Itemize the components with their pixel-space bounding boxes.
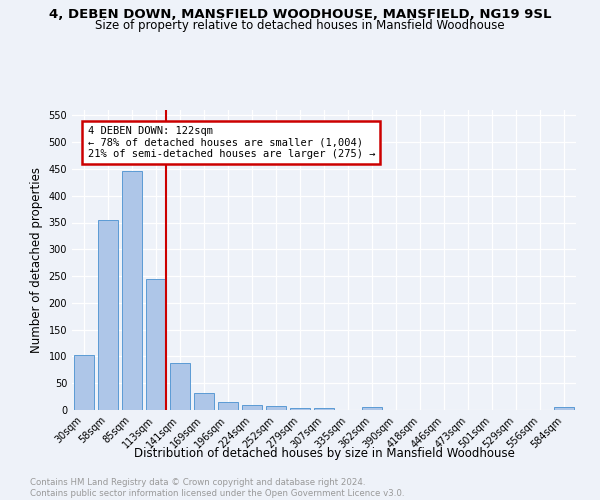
- Bar: [74, 356, 94, 410]
- Text: Contains HM Land Registry data © Crown copyright and database right 2024.
Contai: Contains HM Land Registry data © Crown c…: [30, 478, 404, 498]
- Text: 4, DEBEN DOWN, MANSFIELD WOODHOUSE, MANSFIELD, NG19 9SL: 4, DEBEN DOWN, MANSFIELD WOODHOUSE, MANS…: [49, 8, 551, 20]
- Y-axis label: Number of detached properties: Number of detached properties: [30, 167, 43, 353]
- Text: 4 DEBEN DOWN: 122sqm
← 78% of detached houses are smaller (1,004)
21% of semi-de: 4 DEBEN DOWN: 122sqm ← 78% of detached h…: [88, 126, 375, 160]
- Bar: [194, 394, 214, 410]
- Bar: [170, 363, 190, 410]
- Bar: [362, 407, 382, 410]
- Text: Distribution of detached houses by size in Mansfield Woodhouse: Distribution of detached houses by size …: [134, 448, 514, 460]
- Bar: [146, 279, 166, 410]
- Bar: [122, 170, 142, 410]
- Bar: [98, 220, 118, 410]
- Text: Size of property relative to detached houses in Mansfield Woodhouse: Size of property relative to detached ho…: [95, 18, 505, 32]
- Bar: [554, 408, 574, 410]
- Bar: [218, 402, 238, 410]
- Bar: [314, 408, 334, 410]
- Bar: [266, 406, 286, 410]
- Bar: [290, 408, 310, 410]
- Bar: [242, 404, 262, 410]
